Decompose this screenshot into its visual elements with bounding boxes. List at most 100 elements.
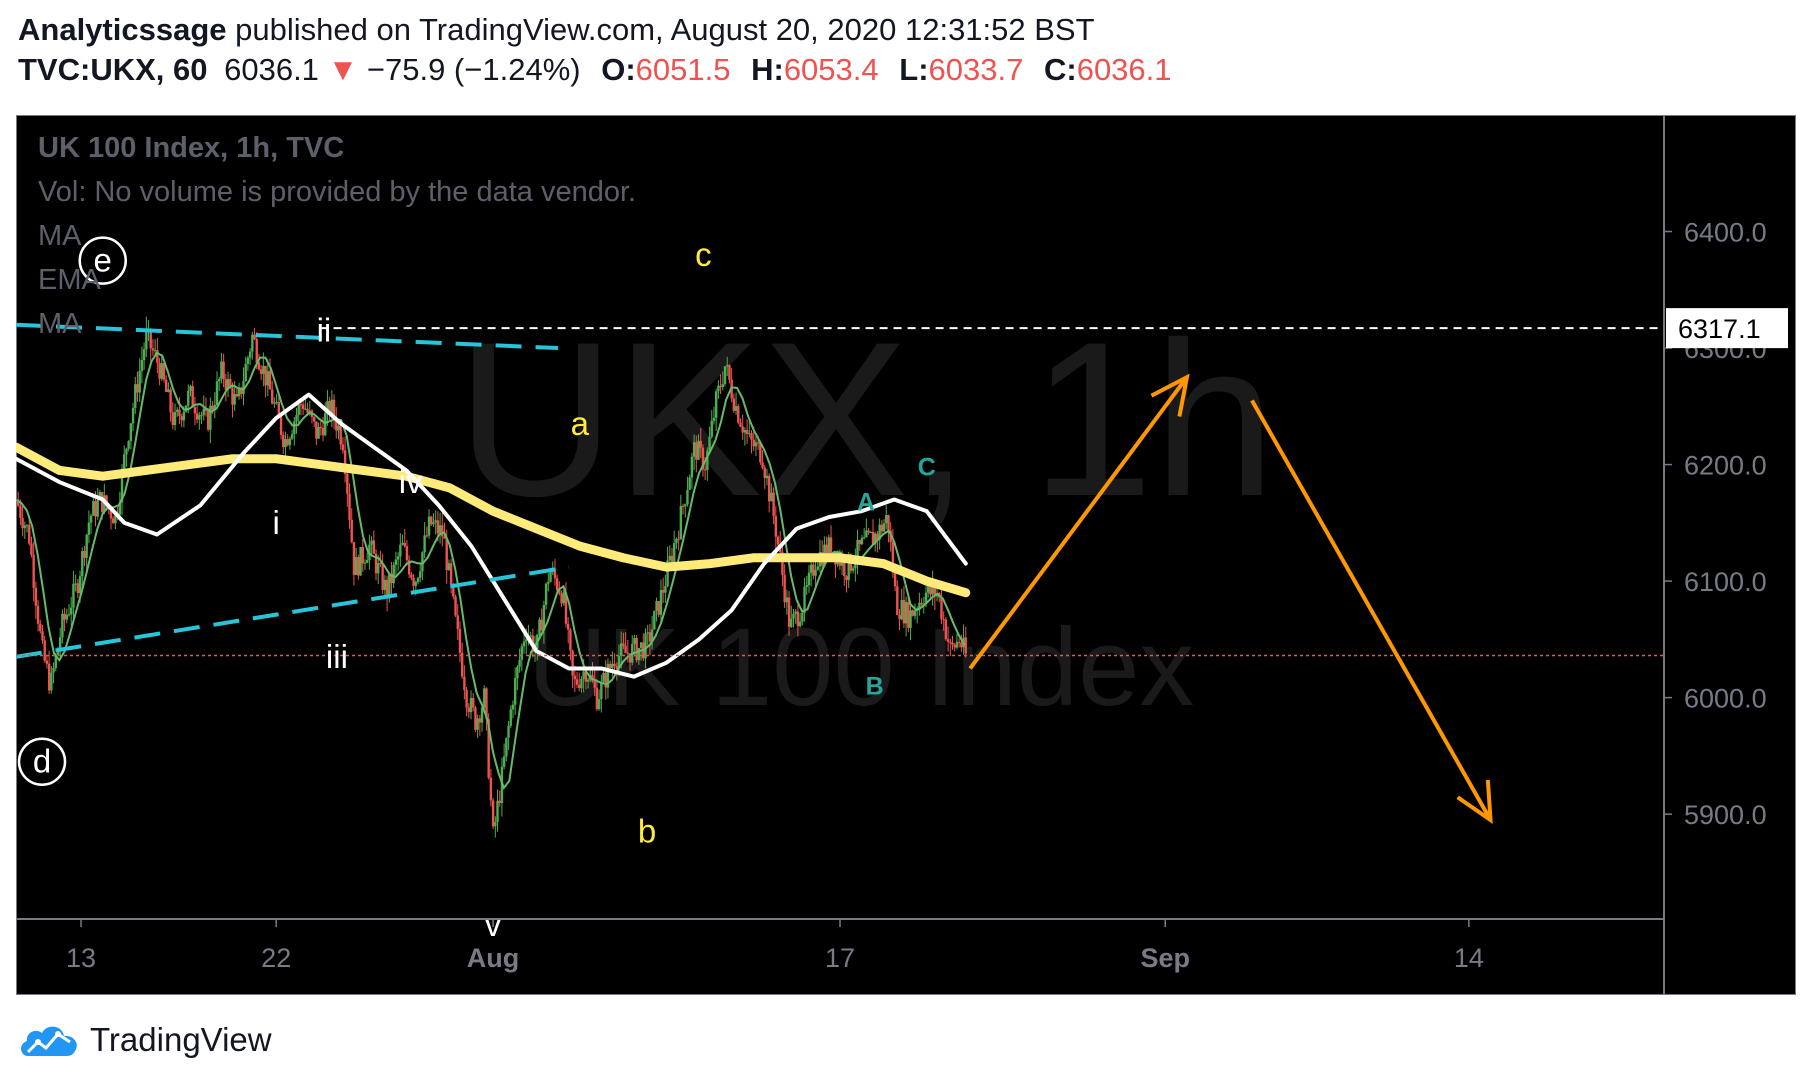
- last-price: 6036.1: [224, 52, 319, 87]
- candle-body: [308, 410, 311, 413]
- candle-body: [255, 338, 258, 363]
- candle-body: [202, 408, 205, 416]
- legend-ema[interactable]: EMA: [38, 264, 102, 296]
- candle-body: [843, 559, 846, 576]
- footer: TradingView: [18, 1020, 272, 1060]
- candle-body: [483, 688, 486, 708]
- candle-body: [796, 611, 800, 627]
- candle-body: [352, 542, 356, 575]
- legend-ma-2[interactable]: MA: [38, 308, 82, 340]
- candle-body: [569, 629, 572, 651]
- candle-body: [924, 592, 928, 604]
- candle-body: [522, 641, 526, 647]
- candle-body: [487, 719, 490, 778]
- tradingview-logo-icon[interactable]: [18, 1020, 82, 1060]
- candle-body: [78, 576, 82, 594]
- candle-body: [712, 417, 716, 421]
- candle-body: [441, 525, 444, 537]
- candle-body: [781, 552, 784, 576]
- x-tick-label: Sep: [1140, 943, 1190, 973]
- candle-body: [319, 427, 323, 429]
- candle-body: [750, 433, 753, 440]
- candle-body: [193, 407, 197, 414]
- candle-body: [138, 370, 141, 393]
- candle-body: [237, 387, 241, 397]
- candle-body: [273, 402, 276, 404]
- candle-body: [673, 543, 676, 563]
- candle-body: [869, 531, 872, 533]
- candle-body: [628, 653, 632, 663]
- time-axis[interactable]: 13 22 Aug 17 Sep 14: [66, 919, 1484, 973]
- candle-body: [701, 447, 705, 470]
- candle-body: [72, 583, 75, 608]
- candle-body: [679, 505, 683, 540]
- open-value: 6051.5: [635, 52, 731, 87]
- candle-body: [814, 569, 817, 576]
- projection-up-leg: [968, 375, 1189, 670]
- price-marker-label: 6317.1: [1678, 314, 1761, 344]
- candle-body: [149, 329, 152, 349]
- candle-body: [792, 613, 795, 619]
- published-text: published on TradingView.com, August 20,…: [235, 12, 1095, 47]
- candle-body: [54, 654, 57, 668]
- candle-body: [871, 531, 875, 545]
- legend-title[interactable]: UK 100 Index, 1h, TVC: [38, 132, 344, 164]
- candle-body: [224, 379, 228, 390]
- candle-body: [525, 639, 528, 642]
- candle-body: [423, 535, 426, 553]
- legend-ma[interactable]: MA: [38, 220, 82, 252]
- candle-body: [761, 462, 764, 468]
- candle-body: [600, 681, 603, 700]
- candle-body: [602, 672, 605, 682]
- high-value: 6053.4: [783, 52, 879, 87]
- candle-body: [513, 678, 517, 705]
- symbol-line: TVC:UKX, 60 6036.1 ▼ −75.9 (−1.24%) O:60…: [18, 50, 1172, 90]
- candle-body: [328, 401, 331, 415]
- candle-body: [445, 538, 448, 571]
- candle-body: [728, 365, 731, 380]
- candle-body: [449, 563, 453, 585]
- watermark-sub: UK 100 Index: [528, 606, 1195, 729]
- candle-body: [767, 475, 771, 502]
- candle-body: [242, 381, 245, 394]
- candle-body: [350, 519, 353, 543]
- candle-body: [416, 577, 420, 583]
- candle-body: [644, 633, 647, 659]
- wave-label-B: B: [866, 673, 884, 701]
- wave-label-circle: [17, 737, 67, 786]
- candle-body: [675, 538, 678, 544]
- candle-body: [825, 544, 828, 556]
- candle-body: [571, 650, 574, 676]
- candle-body: [463, 676, 466, 690]
- price-axis[interactable]: 6400.06300.06200.06100.06000.05900.06317…: [1664, 218, 1788, 831]
- candle-body: [893, 572, 897, 587]
- candle-body: [335, 418, 338, 431]
- candle-body: [306, 408, 309, 413]
- candle-body: [443, 536, 446, 539]
- candle-body: [734, 406, 738, 411]
- candle-body: [964, 637, 967, 654]
- wave-label-A: A: [857, 489, 875, 517]
- tradingview-brand[interactable]: TradingView: [90, 1021, 272, 1058]
- author-name[interactable]: Analyticssage: [18, 12, 227, 47]
- candle-body: [209, 405, 212, 430]
- candle-body: [801, 613, 804, 622]
- candle-body: [200, 415, 203, 417]
- candle-body: [555, 578, 559, 591]
- candle-body: [829, 537, 833, 556]
- candle-body: [648, 632, 652, 642]
- candle-body: [695, 442, 698, 460]
- candle-body: [257, 362, 261, 370]
- candle-body: [458, 628, 462, 653]
- candle-body: [953, 644, 956, 648]
- legend-volume[interactable]: Vol: No volume is provided by the data v…: [38, 176, 636, 208]
- candle-body: [171, 412, 175, 425]
- candle-body: [63, 613, 66, 620]
- candle-body: [549, 571, 552, 582]
- candle-body: [180, 416, 183, 421]
- candle-body: [58, 637, 62, 649]
- candle-body: [812, 564, 815, 576]
- wave-label-d: d: [33, 743, 51, 780]
